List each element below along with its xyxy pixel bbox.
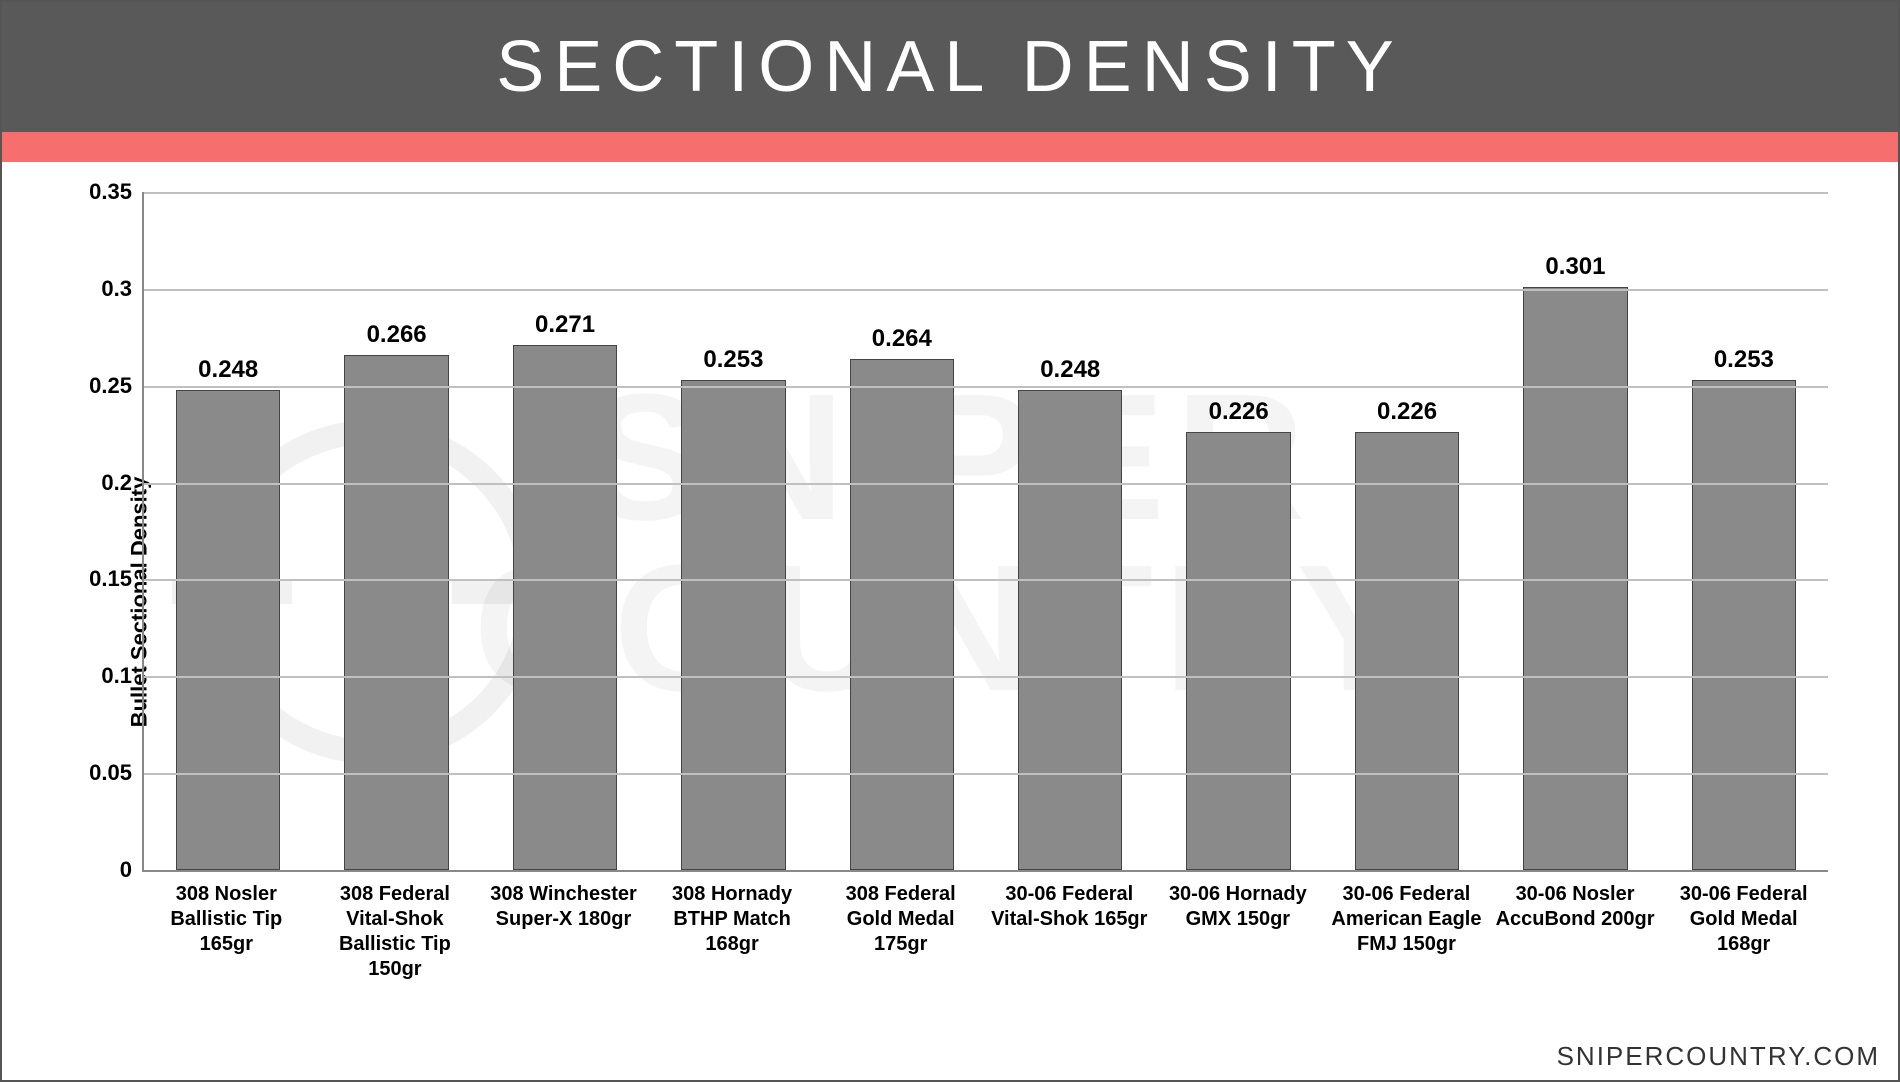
footer-brand: SNIPERCOUNTRY.COM	[1557, 1041, 1880, 1072]
gridline	[144, 676, 1828, 678]
bar-column: 0.264	[818, 192, 986, 870]
x-labels-row: 308 Nosler Ballistic Tip 165gr308 Federa…	[142, 872, 1828, 982]
y-tick-label: 0.05	[89, 760, 144, 786]
gridline	[144, 289, 1828, 291]
bar	[513, 345, 617, 870]
bar-column: 0.301	[1491, 192, 1659, 870]
bar	[850, 359, 954, 870]
bar-column: 0.248	[986, 192, 1154, 870]
y-tick-label: 0.1	[101, 663, 144, 689]
bar-value-label: 0.226	[1377, 398, 1437, 426]
bars-row: 0.248 0.266 0.271 0.253 0.264 0.248 0.226 0.226…	[144, 192, 1828, 870]
accent-stripe	[2, 132, 1898, 162]
bar-value-label: 0.226	[1209, 398, 1269, 426]
bar-column: 0.271	[481, 192, 649, 870]
bar-column: 0.226	[1154, 192, 1322, 870]
bar-value-label: 0.253	[1714, 346, 1774, 374]
x-tick-label: 308 Federal Vital-Shok Ballistic Tip 150…	[311, 872, 480, 982]
gridline	[144, 192, 1828, 194]
y-tick-label: 0	[120, 857, 144, 883]
x-tick-label: 30-06 Hornady GMX 150gr	[1154, 872, 1323, 982]
x-tick-label: 308 Hornady BTHP Match 168gr	[648, 872, 817, 982]
gridline	[144, 579, 1828, 581]
bar-value-label: 0.248	[1040, 356, 1100, 384]
gridline	[144, 773, 1828, 775]
x-tick-label: 308 Winchester Super-X 180gr	[479, 872, 648, 982]
bar	[1018, 390, 1122, 870]
x-tick-label: 308 Federal Gold Medal 175gr	[816, 872, 985, 982]
bar-column: 0.266	[312, 192, 480, 870]
bar	[1355, 432, 1459, 870]
bar	[1186, 432, 1290, 870]
bar	[344, 355, 448, 870]
y-tick-label: 0.3	[101, 276, 144, 302]
gridline	[144, 386, 1828, 388]
page-title: SECTIONAL DENSITY	[496, 26, 1403, 108]
chart-container: SECTIONAL DENSITY SNIPER COUNTRY Bullet …	[0, 0, 1900, 1082]
plot-area: 0.248 0.266 0.271 0.253 0.264 0.248 0.226 0.226…	[142, 192, 1828, 872]
bar	[681, 380, 785, 870]
x-tick-label: 30-06 Federal Gold Medal 168gr	[1659, 872, 1828, 982]
bar-value-label: 0.271	[535, 311, 595, 339]
x-tick-label: 30-06 Federal American Eagle FMJ 150gr	[1322, 872, 1491, 982]
y-tick-label: 0.35	[89, 179, 144, 205]
x-tick-label: 30-06 Federal Vital-Shok 165gr	[985, 872, 1154, 982]
bar	[176, 390, 280, 870]
bar-column: 0.253	[649, 192, 817, 870]
bar-value-label: 0.248	[198, 356, 258, 384]
bar-column: 0.253	[1660, 192, 1828, 870]
gridline	[144, 483, 1828, 485]
bar-value-label: 0.266	[367, 321, 427, 349]
chart-area: SNIPER COUNTRY Bullet Sectional Density …	[2, 162, 1898, 1042]
y-tick-label: 0.15	[89, 566, 144, 592]
y-tick-label: 0.2	[101, 470, 144, 496]
title-bar: SECTIONAL DENSITY	[2, 2, 1898, 132]
bar-value-label: 0.301	[1545, 253, 1605, 281]
bar-column: 0.248	[144, 192, 312, 870]
y-tick-label: 0.25	[89, 373, 144, 399]
bar	[1692, 380, 1796, 870]
bar-column: 0.226	[1323, 192, 1491, 870]
x-tick-label: 30-06 Nosler AccuBond 200gr	[1491, 872, 1660, 982]
x-tick-label: 308 Nosler Ballistic Tip 165gr	[142, 872, 311, 982]
bar-value-label: 0.264	[872, 325, 932, 353]
bar-value-label: 0.253	[703, 346, 763, 374]
